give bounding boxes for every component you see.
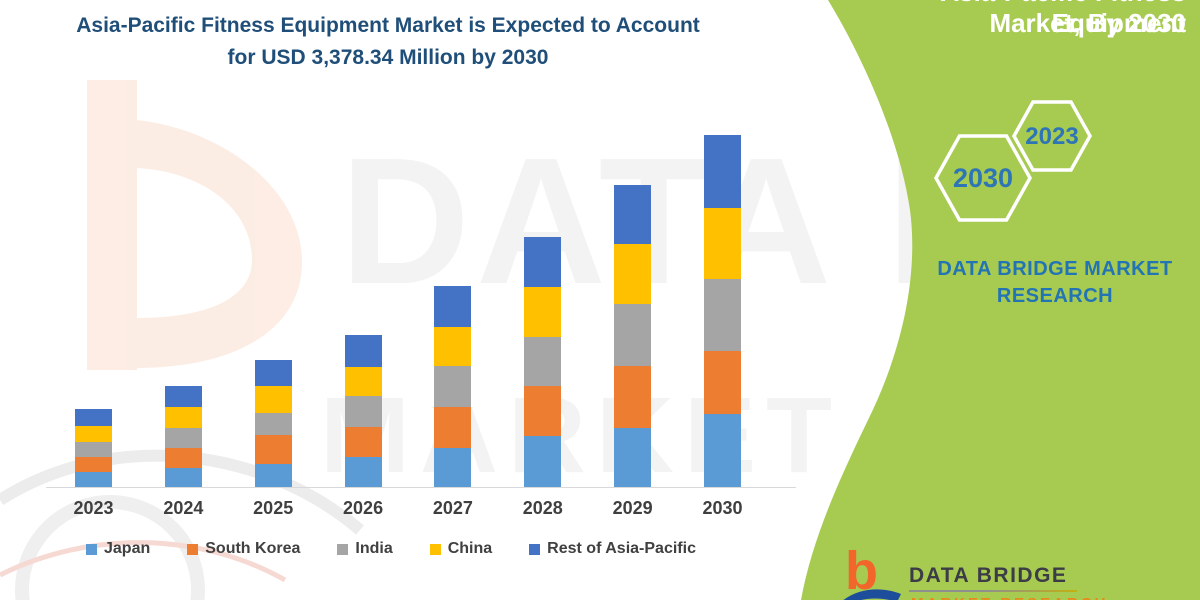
dbmr-footer-logo: b DATA BRIDGE MARKET RESEARCH xyxy=(843,544,1106,600)
bar-segment-2028-rest-of-asia-pacific xyxy=(524,236,562,287)
bar-segment-2026-south-korea xyxy=(344,426,382,457)
bar-segment-2024-rest-of-asia-pacific xyxy=(164,386,202,408)
bar-segment-2028-china xyxy=(524,286,562,337)
x-axis-label-2027: 2027 xyxy=(432,498,473,518)
hexagon-2023-label: 2023 xyxy=(1025,123,1078,150)
legend-label: South Korea xyxy=(205,540,301,557)
bar-segment-2023-india xyxy=(75,441,112,458)
legend-label: Japan xyxy=(104,540,151,557)
x-axis-label-2028: 2028 xyxy=(522,498,563,518)
bar-segment-2024-india xyxy=(164,427,202,448)
legend-swatch xyxy=(429,543,441,555)
dbmr-logo-name: DATA BRIDGE xyxy=(909,564,1068,587)
bar-segment-2024-south-korea xyxy=(164,447,202,468)
legend-label: China xyxy=(447,540,493,557)
brand-caption-line1: DATA BRIDGE MARKET xyxy=(937,258,1173,280)
legend-swatch xyxy=(337,543,349,555)
chart-title-line2: for USD 3,378.34 Million by 2030 xyxy=(227,45,549,69)
legend-item-india: India xyxy=(337,540,393,558)
legend-swatch xyxy=(86,543,97,555)
bar-segment-2030-japan xyxy=(703,414,741,487)
bar-segment-2030-south-korea xyxy=(703,350,741,415)
bar-segment-2029-japan xyxy=(614,428,652,487)
bar-segment-2023-south-korea xyxy=(75,457,112,473)
x-axis-label-2024: 2024 xyxy=(163,498,204,518)
bar-segment-2028-japan xyxy=(524,435,562,487)
x-axis-label-2025: 2025 xyxy=(253,498,294,518)
bar-segment-2024-japan xyxy=(164,467,202,487)
bar-segment-2030-rest-of-asia-pacific xyxy=(703,135,741,208)
bar-segment-2029-china xyxy=(614,244,652,305)
legend-label: Rest of Asia-Pacific xyxy=(547,540,696,557)
brand-caption: DATA BRIDGE MARKET RESEARCH xyxy=(930,256,1180,310)
chart-title-line1: Asia-Pacific Fitness Equipment Market is… xyxy=(76,14,700,37)
hexagon-2030-label: 2030 xyxy=(953,163,1013,193)
bar-segment-2029-south-korea xyxy=(614,366,652,429)
x-axis-line xyxy=(46,487,796,488)
hexagon-2023 xyxy=(1011,100,1093,172)
bar-segment-2025-china xyxy=(254,386,292,414)
bar-segment-2026-rest-of-asia-pacific xyxy=(344,335,382,368)
bar-segment-2025-south-korea xyxy=(254,435,292,464)
legend-item-south-korea: South Korea xyxy=(187,540,300,558)
bar-segment-2025-japan xyxy=(254,463,292,487)
legend-item-china: China xyxy=(429,540,493,558)
legend-swatch xyxy=(187,543,199,555)
hexagon-2030 xyxy=(933,134,1033,222)
side-panel-heading: Market, By 2030 xyxy=(989,8,1186,38)
bar-segment-2026-india xyxy=(344,396,382,427)
bar-segment-2026-china xyxy=(344,367,382,397)
bar-segment-2028-south-korea xyxy=(524,385,562,436)
dbmr-logo-underline xyxy=(909,590,1077,592)
chart-legend: Japan South Korea India China Rest of Asia-P… xyxy=(86,540,696,558)
x-axis-label-2026: 2026 xyxy=(343,498,384,518)
bar-segment-2024-china xyxy=(164,407,202,428)
bar-segment-2026-japan xyxy=(344,456,382,487)
bar-segment-2030-india xyxy=(703,278,741,351)
dbmr-logo-subname: MARKET RESEARCH xyxy=(911,595,1109,600)
bar-segment-2030-china xyxy=(703,207,741,279)
chart-title: Asia-Pacific Fitness Equipment Market is… xyxy=(30,10,746,73)
bar-segment-2029-india xyxy=(614,304,652,367)
bar-segment-2025-india xyxy=(254,413,292,436)
brand-caption-line2: RESEARCH xyxy=(996,285,1114,307)
bar-segment-2023-japan xyxy=(75,472,112,487)
legend-label: India xyxy=(355,540,393,557)
x-axis-label-2023: 2023 xyxy=(73,498,114,518)
legend-swatch xyxy=(529,543,541,555)
legend-item-japan: Japan xyxy=(86,540,150,558)
bar-segment-2027-japan xyxy=(434,448,472,487)
bar-segment-2023-china xyxy=(75,425,112,442)
bar-segment-2027-china xyxy=(434,326,472,367)
x-axis-label-2029: 2029 xyxy=(612,498,653,518)
legend-item-rest-of-asia-pacific: Rest of Asia-Pacific xyxy=(529,540,696,558)
bar-segment-2027-south-korea xyxy=(434,406,472,449)
dbmr-swoosh-icon xyxy=(843,589,901,600)
side-panel-heading-line1-clipped: Asia-Pacific Fitness Equipment xyxy=(940,0,1186,38)
bar-segment-2027-rest-of-asia-pacific xyxy=(434,285,472,327)
x-axis-label-2030: 2030 xyxy=(702,498,743,518)
dbmr-b-icon: b xyxy=(845,541,878,600)
bar-segment-2027-india xyxy=(434,366,472,407)
bar-segment-2025-rest-of-asia-pacific xyxy=(254,360,292,387)
bar-segment-2023-rest-of-asia-pacific xyxy=(75,408,112,426)
bar-segment-2028-india xyxy=(524,336,562,386)
bar-segment-2029-rest-of-asia-pacific xyxy=(614,185,652,245)
